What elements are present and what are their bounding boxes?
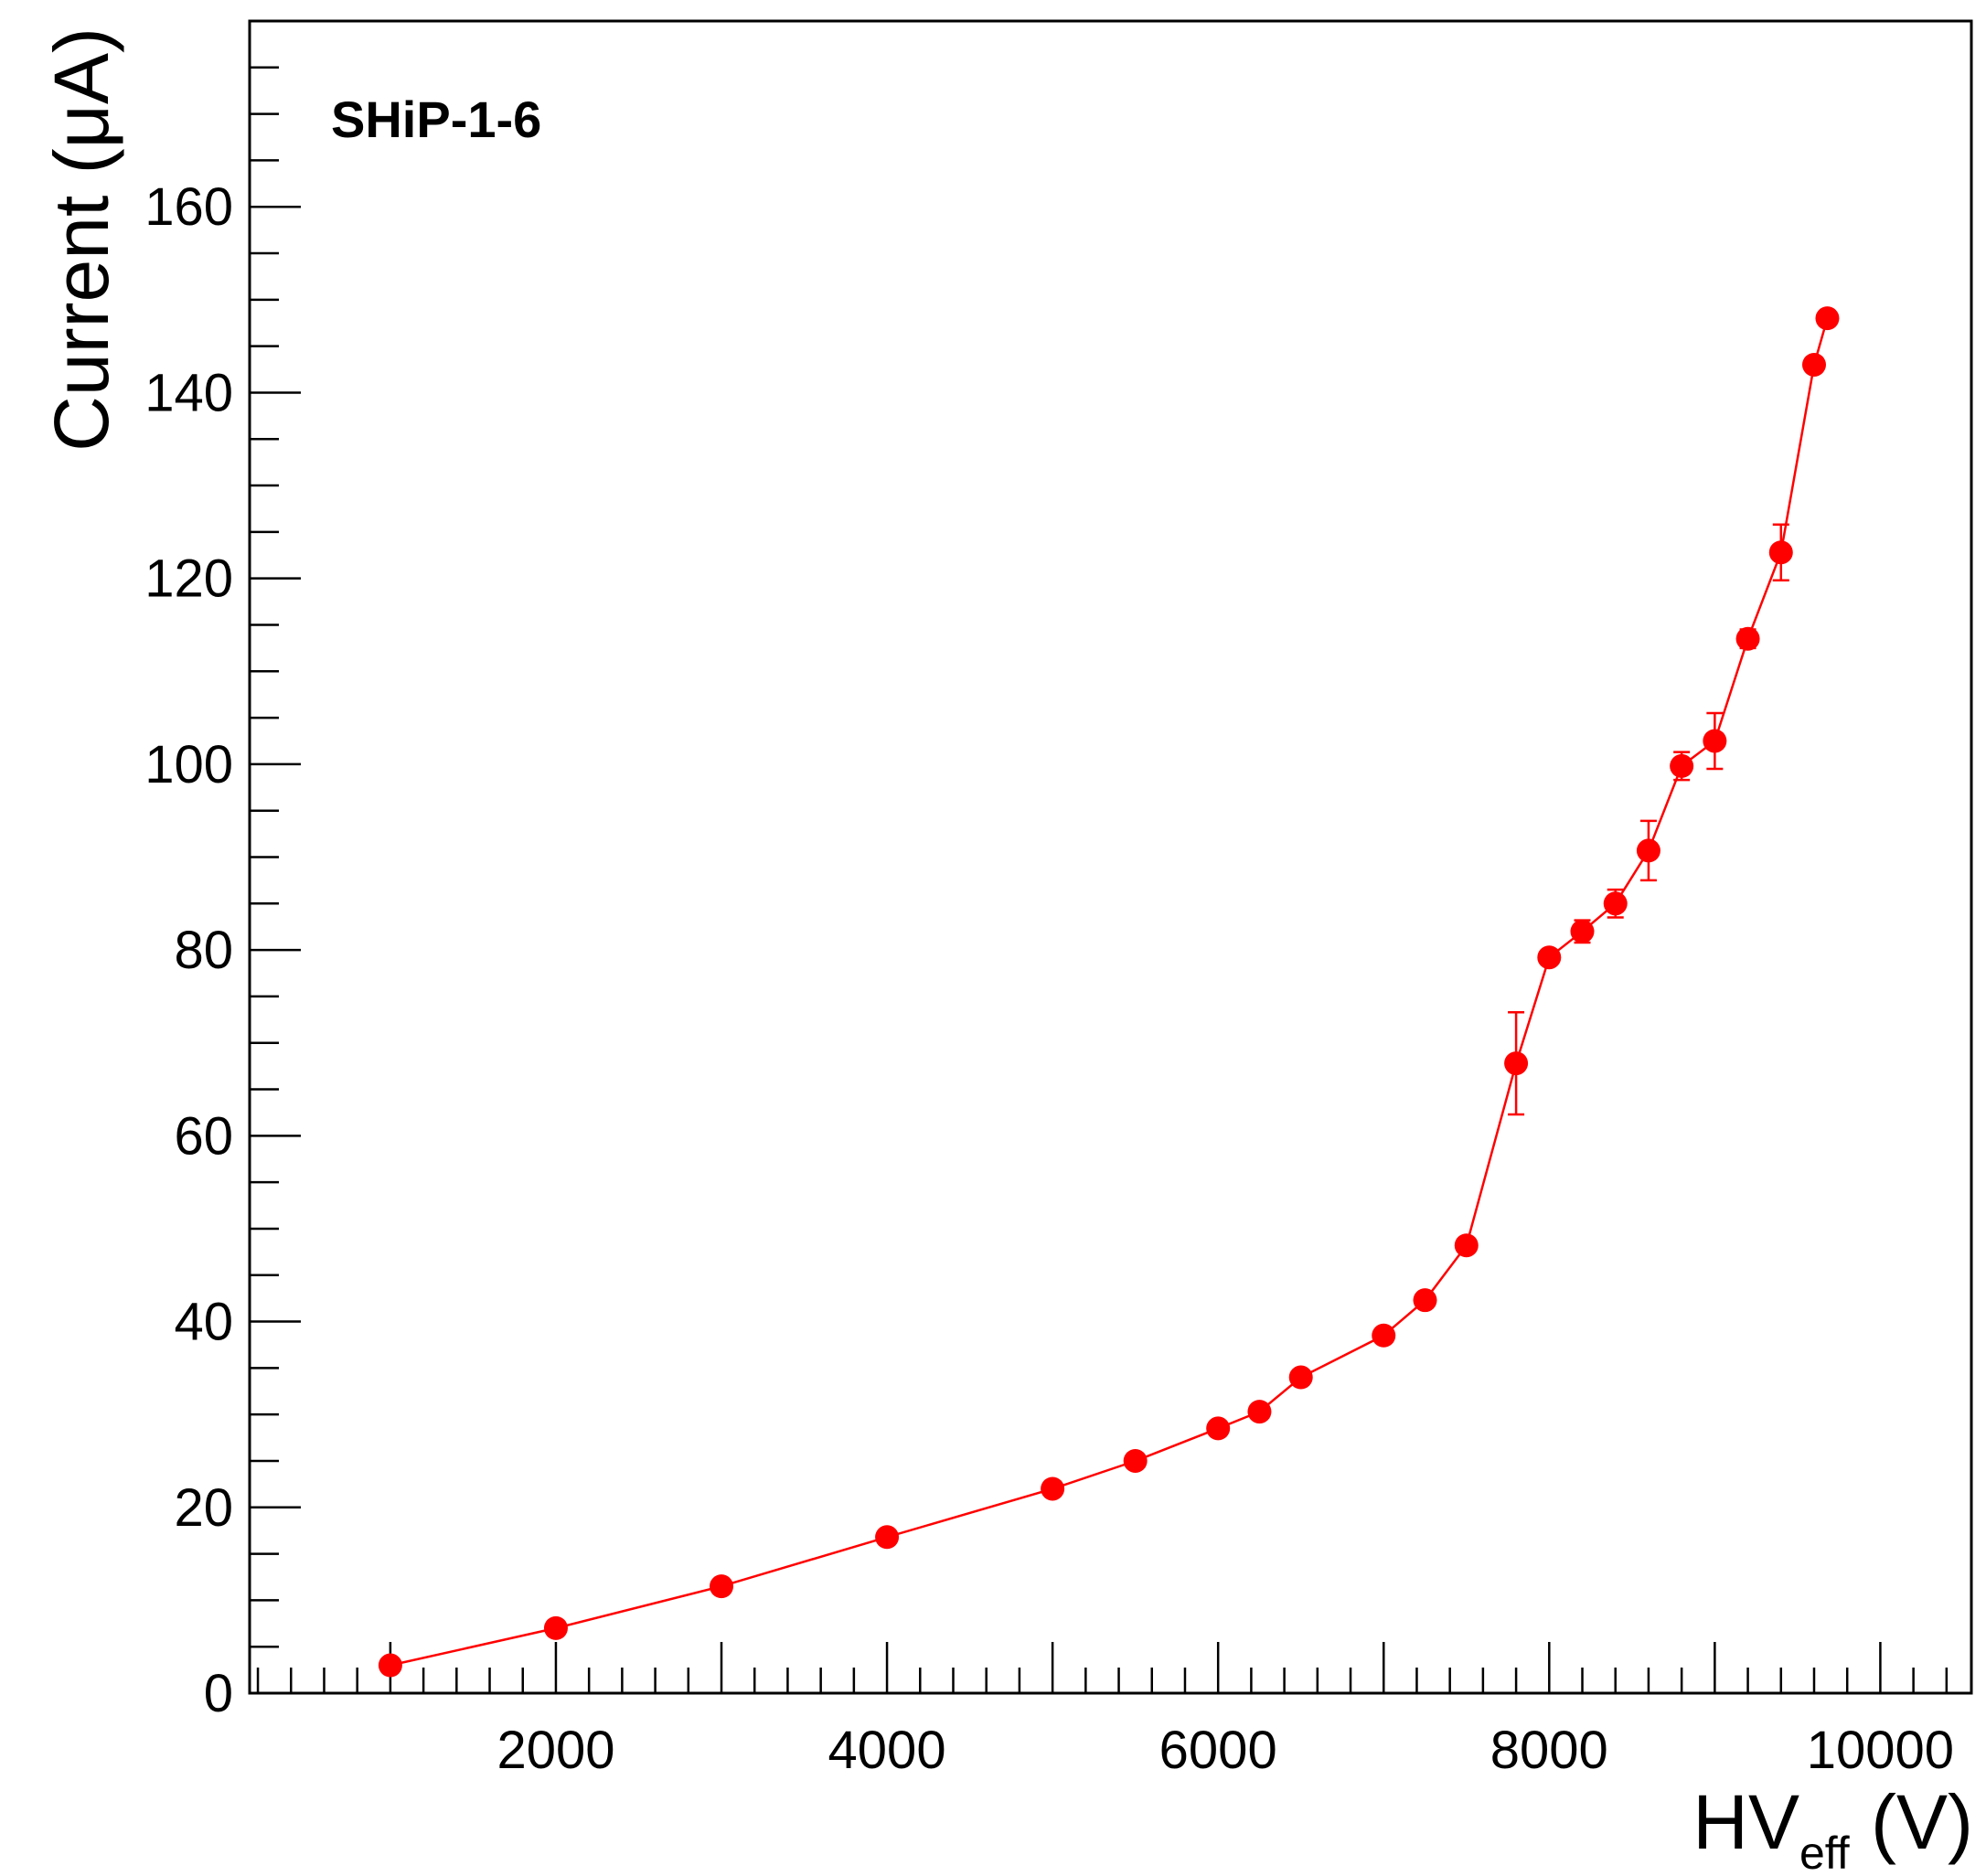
data-point [543,1615,568,1640]
x-tick-label: 6000 [1159,1721,1277,1780]
y-tick-labels: 0 20 40 60 80 100 120 140 160 [144,177,233,1723]
x-tick-label: 2000 [496,1721,614,1780]
data-point [1670,753,1694,778]
y-tick-label: 100 [144,735,233,794]
chart-annotation: SHiP-1-6 [331,91,541,148]
data-point [1801,352,1826,377]
data-point [378,1653,402,1678]
data-point [1603,891,1628,916]
data-point [875,1525,900,1550]
y-tick-label: 0 [204,1664,233,1723]
x-tick-label: 4000 [828,1721,946,1780]
data-point [1413,1288,1437,1313]
data-point [1815,306,1840,331]
x-tick-labels: 2000 4000 6000 8000 10000 [496,1721,1954,1780]
data-layer [378,306,1840,1678]
y-tick-label: 20 [174,1478,233,1538]
data-point [1288,1365,1313,1390]
data-point [1636,838,1660,863]
y-tick-label: 80 [174,921,233,980]
data-point [1537,945,1562,970]
y-tick-label: 40 [174,1293,233,1352]
data-point [1247,1400,1272,1424]
x-axis-title: HVeff (V) [1692,1779,1973,1876]
x-axis-title-subscript: eff [1799,1828,1850,1876]
data-point [1041,1476,1065,1501]
data-point [1768,540,1793,565]
data-point [1735,626,1760,651]
data-point [1206,1416,1231,1441]
x-axis-title-unit: (V) [1850,1779,1973,1865]
data-point [1123,1448,1148,1473]
data-point [710,1574,734,1599]
data-point [1504,1051,1529,1076]
data-point [1372,1323,1396,1348]
y-axis-title: Current (μA) [38,27,124,452]
data-point [1454,1233,1479,1258]
y-tick-label: 140 [144,363,233,422]
y-tick-label: 60 [174,1106,233,1166]
axis-ticks [250,19,1949,1695]
x-tick-label: 8000 [1490,1721,1608,1780]
data-point [1703,729,1727,753]
y-tick-label: 120 [144,549,233,609]
x-tick-label: 10000 [1807,1721,1954,1780]
x-axis-title-main: HV [1692,1779,1799,1865]
y-tick-label: 160 [144,177,233,237]
data-point [1570,919,1595,943]
